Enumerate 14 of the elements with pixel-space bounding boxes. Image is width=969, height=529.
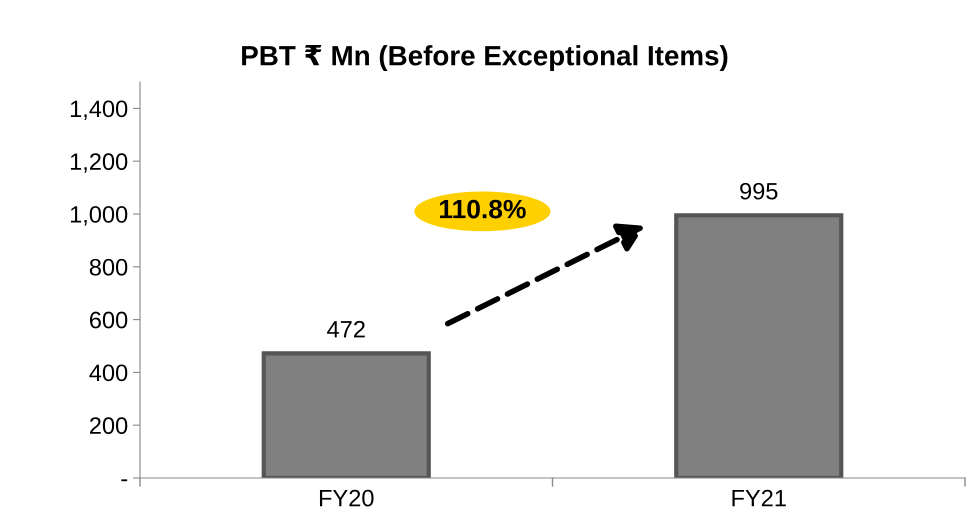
y-tick-label: 400 xyxy=(89,364,128,382)
y-tick-label: - xyxy=(121,479,128,482)
y-tick-label: 800 xyxy=(90,258,128,276)
y-tick-label: 200 xyxy=(90,417,128,434)
data-label: 995 xyxy=(740,182,778,200)
y-tick-label: 600 xyxy=(90,312,128,328)
data-label: 472 xyxy=(327,320,365,338)
y-tick-label: 1,400 xyxy=(70,100,128,120)
y-tick-label: 1,000 xyxy=(70,206,128,226)
x-tick-label: FY20 xyxy=(320,490,374,506)
chart-title: PBT ₹ Mn (Before Exceptional Items) xyxy=(242,45,728,72)
x-tick-label: FY21 xyxy=(732,490,786,506)
y-tick-label: 1,200 xyxy=(70,153,128,173)
annotation: 110.8% xyxy=(440,200,526,218)
